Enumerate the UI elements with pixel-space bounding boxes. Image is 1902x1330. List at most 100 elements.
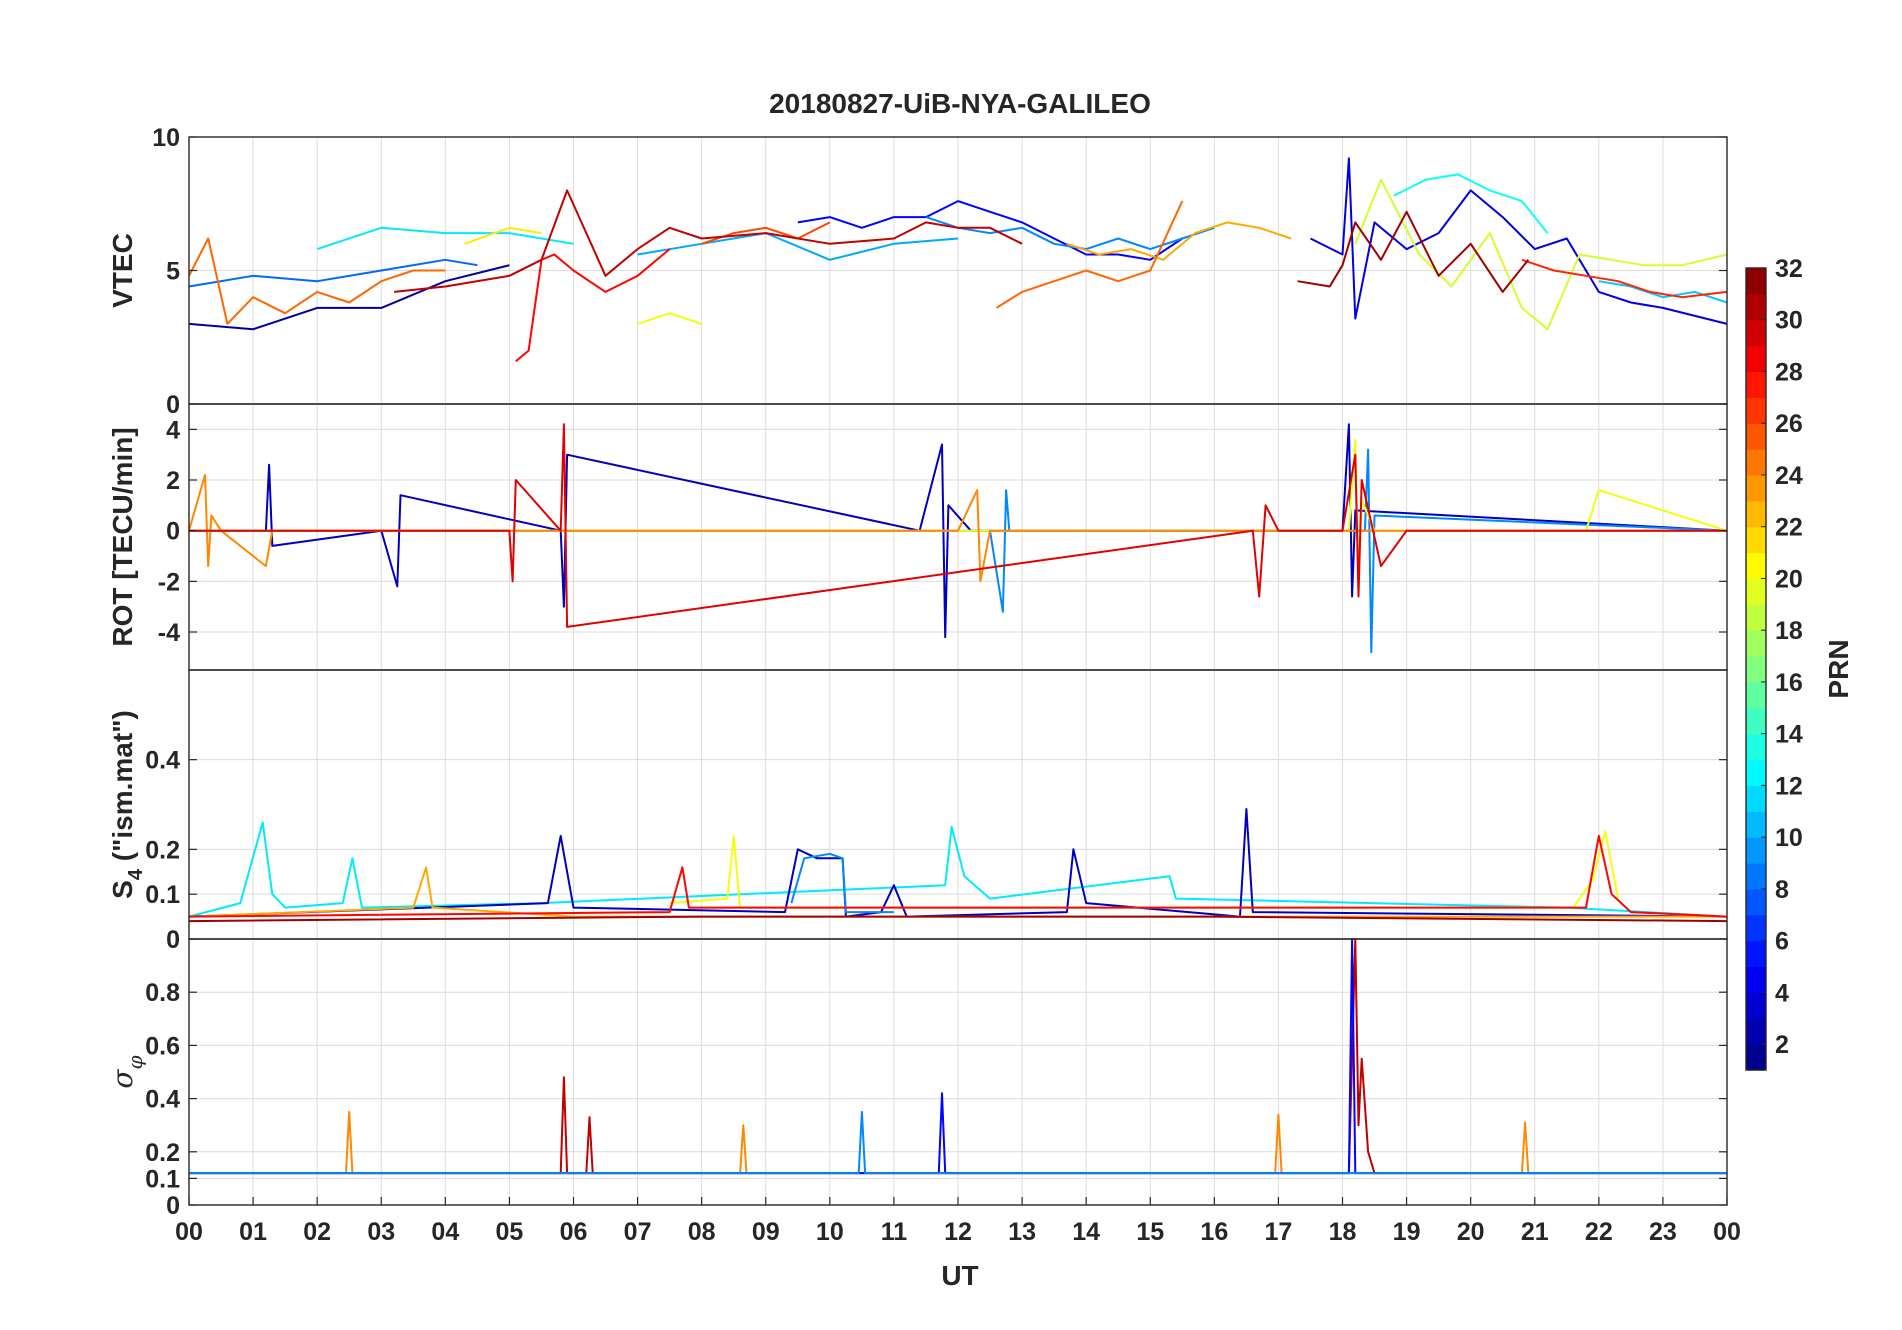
chart-title: 20180827-UiB-NYA-GALILEO xyxy=(769,88,1151,119)
colorbar-segment xyxy=(1746,966,1766,993)
colorbar-tick-label: 16 xyxy=(1775,669,1803,697)
x-tick-label: 06 xyxy=(560,1218,588,1246)
panel-s4: 0 0.1 0.2 0.4S4 ("ism.mat") xyxy=(107,669,1728,954)
series-vtec-prn21-10 xyxy=(464,226,542,245)
colorbar-tick-label: 18 xyxy=(1775,617,1803,645)
colorbar-segment xyxy=(1746,888,1766,916)
colorbar-segment xyxy=(1746,397,1766,424)
x-tick-label: 18 xyxy=(1329,1218,1357,1246)
colorbar-segment xyxy=(1746,992,1766,1019)
y-axis-label-vtec: VTEC xyxy=(107,233,138,308)
series-vtec-prn23-12 xyxy=(1066,221,1292,261)
colorbar-segment xyxy=(1746,837,1766,864)
y-tick-label: 0 xyxy=(166,926,180,954)
colorbar-tick-label: 26 xyxy=(1775,410,1803,438)
colorbar-segment xyxy=(1746,940,1766,968)
series-vtec-prn4-2 xyxy=(1310,157,1728,325)
x-tick-label: 12 xyxy=(944,1218,972,1246)
y-tick-label: 0.4 xyxy=(145,1086,180,1114)
x-tick-label: 14 xyxy=(1072,1218,1100,1246)
colorbar-tick-label: 20 xyxy=(1775,565,1803,593)
series-vtec-prn12-6 xyxy=(316,226,574,251)
series-group-s4 xyxy=(188,808,1728,923)
y-tick-label: -2 xyxy=(158,568,180,596)
y-tick-label: 0 xyxy=(166,391,180,419)
y-tick-label: 0.4 xyxy=(145,747,180,775)
x-tick-label: 08 xyxy=(688,1218,716,1246)
x-tick-label: 09 xyxy=(752,1218,780,1246)
y-tick-label: 0 xyxy=(166,1192,180,1220)
y-tick-label: 2 xyxy=(166,467,180,495)
colorbar-segment xyxy=(1746,268,1766,295)
y-tick-label: 5 xyxy=(166,258,180,286)
series-vtec-prn28-16 xyxy=(515,248,671,363)
series-vtec-prn30-18 xyxy=(393,189,1023,293)
colorbar-segment xyxy=(1746,863,1766,890)
x-tick-label: 07 xyxy=(624,1218,652,1246)
colorbar-segment xyxy=(1746,474,1766,502)
colorbar-segment xyxy=(1746,345,1766,373)
x-tick-label: 17 xyxy=(1265,1218,1293,1246)
series-vtec-prn8-3 xyxy=(188,258,478,288)
x-tick-label: 21 xyxy=(1521,1218,1549,1246)
series-vtec-prn31-19 xyxy=(1297,210,1530,293)
colorbar-segment xyxy=(1746,604,1766,631)
series-vtec-prn13-7 xyxy=(1393,173,1549,234)
series-vtec-prn25-13 xyxy=(188,237,446,325)
panel-vtec: 0 5 10 VTEC xyxy=(107,124,1728,419)
x-tick-label: 05 xyxy=(496,1218,524,1246)
colorbar-segment xyxy=(1746,1018,1766,1045)
grid-sigma-phi xyxy=(188,939,1728,1206)
y-tick-label: 0.1 xyxy=(145,1165,180,1193)
colorbar-tick-label: 28 xyxy=(1775,358,1803,386)
colorbar-tick-label: 2 xyxy=(1775,1031,1789,1059)
colorbar-segment xyxy=(1746,319,1766,347)
series-sigma-phi-prn9-3 xyxy=(189,1110,1727,1175)
x-tick-label: 11 xyxy=(881,1218,908,1246)
x-tick-label: 02 xyxy=(303,1218,331,1246)
x-tick-label: 01 xyxy=(239,1218,267,1246)
colorbar-tick-label: 24 xyxy=(1775,462,1803,490)
colorbar-segment xyxy=(1746,578,1766,605)
series-vtec-prn10-5 xyxy=(637,232,959,261)
colorbar-tick-label: 8 xyxy=(1775,876,1789,904)
x-tick-label: 15 xyxy=(1136,1218,1164,1246)
colorbar-label: PRN xyxy=(1823,639,1854,698)
x-tick-label: 00 xyxy=(1713,1218,1741,1246)
y-tick-label: 10 xyxy=(152,124,180,152)
x-tick-label: 22 xyxy=(1585,1218,1613,1246)
colorbar-tick-label: 14 xyxy=(1775,721,1803,749)
y-tick-label: 0 xyxy=(166,518,180,546)
colorbar-segment xyxy=(1746,785,1766,812)
colorbar-segment xyxy=(1746,449,1766,476)
panel-sigma-phi: 00.10.2 0.4 0.6 0.8 σφ xyxy=(106,938,1728,1220)
x-tick-label: 03 xyxy=(367,1218,395,1246)
series-vtec-prn2-0 xyxy=(188,264,510,331)
colorbar-tick-label: 32 xyxy=(1775,255,1803,283)
y-tick-label: 0.2 xyxy=(145,836,180,864)
colorbar-segment xyxy=(1746,707,1766,735)
colorbar-tick-label: 6 xyxy=(1775,928,1789,956)
y-tick-label: 0.2 xyxy=(145,1139,180,1167)
colorbar-segment xyxy=(1746,500,1766,528)
series-rot-prn3-0 xyxy=(189,423,1728,639)
colorbar-frame xyxy=(1745,267,1767,1071)
x-tick-label: 19 xyxy=(1393,1218,1421,1246)
series-vtec-prn20-9 xyxy=(637,312,703,325)
series-group-rot xyxy=(188,423,1728,654)
grid-rot xyxy=(188,404,1728,670)
series-rot-prn29-4 xyxy=(189,423,1727,628)
colorbar-tick-label: 10 xyxy=(1775,824,1803,852)
series-vtec-prn19-11 xyxy=(1354,178,1728,331)
colorbar-segment xyxy=(1746,759,1766,787)
x-tick-label: 13 xyxy=(1008,1218,1036,1246)
colorbar-segment xyxy=(1746,811,1766,838)
series-s4-prn9-2 xyxy=(790,852,894,914)
series-vtec-prn27-17 xyxy=(1521,258,1728,299)
grid-s4 xyxy=(188,670,1728,940)
panel-rot: -4 -2 0 2 4 ROT [TECU/min] xyxy=(107,403,1728,671)
colorbar-tick-label: 30 xyxy=(1775,307,1803,335)
